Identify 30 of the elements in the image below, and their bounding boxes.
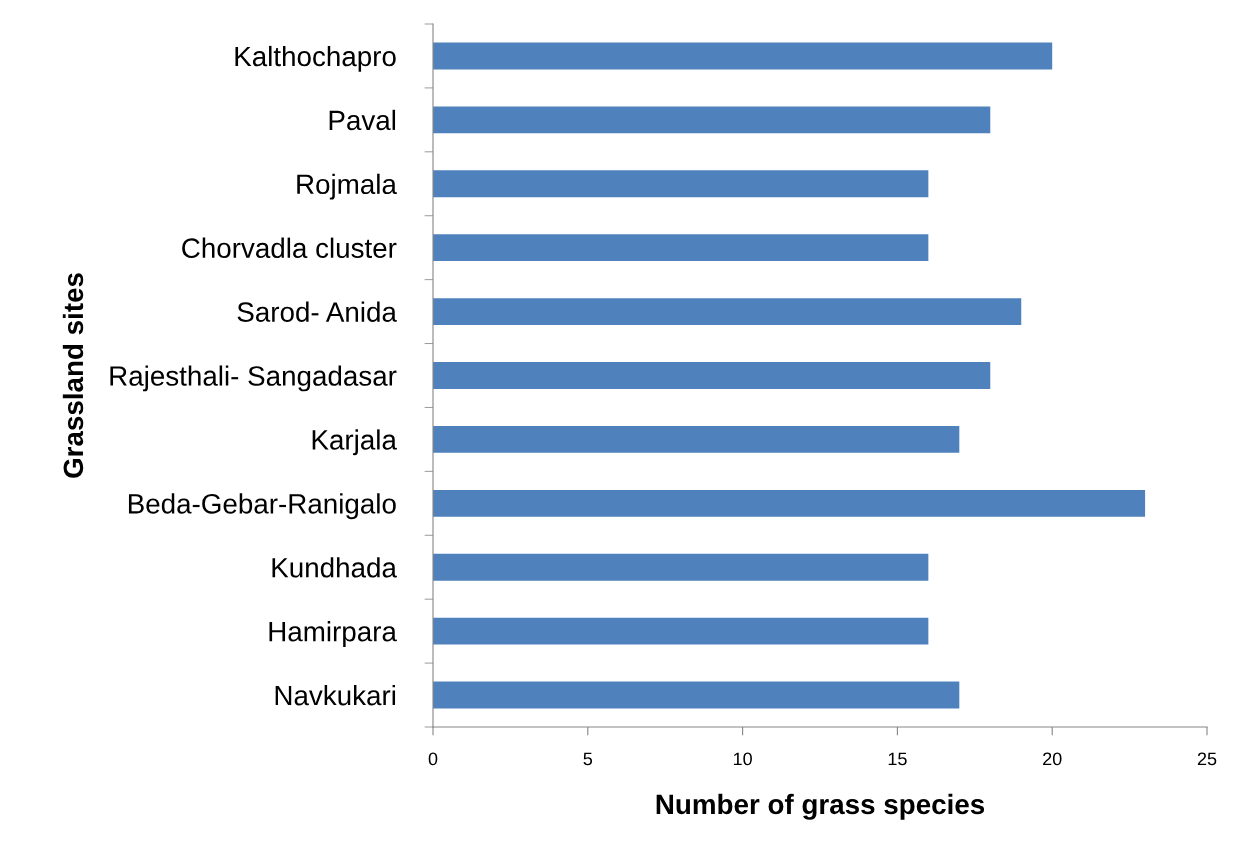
y-tick-label: Hamirpara xyxy=(269,621,397,647)
x-tick-label: 5 xyxy=(583,752,593,766)
y-tick-label: Navkukari xyxy=(275,684,396,706)
y-tick-label: Rojmala xyxy=(297,173,397,200)
y-tick-label: Chorvadla cluster xyxy=(182,237,397,259)
bar xyxy=(433,425,960,453)
y-axis-title: Grassland sites xyxy=(62,273,84,478)
bar xyxy=(433,42,1053,70)
bar xyxy=(433,681,960,709)
x-tick-label: 0 xyxy=(428,752,438,766)
x-tick-label: 10 xyxy=(733,752,752,766)
bar xyxy=(433,553,929,581)
y-tick-label: Kalthochapro xyxy=(235,45,396,72)
bar xyxy=(433,234,929,262)
y-tick-label: Sarod- Anida xyxy=(237,301,397,322)
bar xyxy=(433,298,1022,326)
bar xyxy=(433,489,1146,517)
x-axis-title: Number of grass species xyxy=(656,793,985,820)
bar xyxy=(433,106,991,134)
y-tick-label: Kundhada xyxy=(272,557,397,578)
y-tick-label: Rajesthali- Sangadasar xyxy=(110,365,397,392)
bar xyxy=(433,617,929,645)
y-tick-label: Beda-Gebar-Ranigalo xyxy=(128,493,396,520)
y-tick-label: Karjala xyxy=(312,429,397,456)
bar xyxy=(433,362,991,389)
bar xyxy=(433,170,929,198)
x-tick-label: 25 xyxy=(1197,752,1217,766)
x-tick-label: 20 xyxy=(1043,752,1062,766)
x-tick-label: 15 xyxy=(888,752,907,766)
y-tick-label: Paval xyxy=(329,109,396,131)
